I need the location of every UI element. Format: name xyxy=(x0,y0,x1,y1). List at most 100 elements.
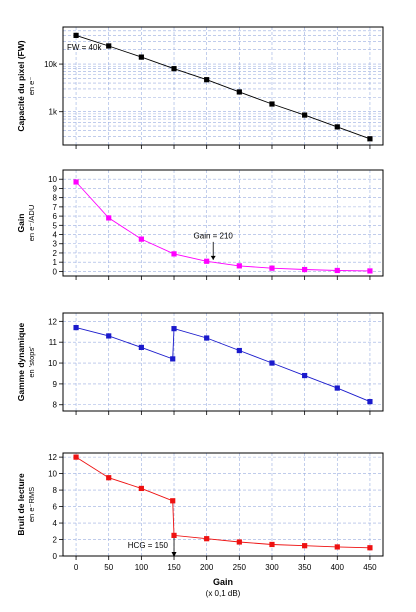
series-line-2 xyxy=(75,181,370,272)
x-tick-label: 250 xyxy=(233,563,247,572)
annotation-arrow-head xyxy=(171,552,177,557)
data-point xyxy=(269,360,275,366)
data-point xyxy=(106,333,112,339)
y-tick-label: 3 xyxy=(53,240,58,249)
data-point xyxy=(334,124,340,130)
x-axis-title: Gain xyxy=(213,577,233,587)
y-tick-label: 12 xyxy=(48,453,57,462)
data-point xyxy=(367,136,373,142)
data-point xyxy=(204,258,210,264)
y-tick-label: 2 xyxy=(53,536,58,545)
y-tick-label: 10 xyxy=(48,359,57,368)
annotation-arrow-head xyxy=(210,255,216,260)
y-tick-label: 8 xyxy=(53,194,58,203)
data-point xyxy=(334,385,340,391)
data-point xyxy=(236,539,242,545)
y-tick-label: 8 xyxy=(53,401,58,410)
x-axis-subtitle: (x 0,1 dB) xyxy=(206,589,241,598)
data-point xyxy=(367,399,373,405)
y-tick-label: 6 xyxy=(53,503,58,512)
data-point xyxy=(302,372,308,379)
data-point xyxy=(171,66,177,72)
y-tick-label: 4 xyxy=(53,519,58,528)
y-tick-label: 12 xyxy=(48,317,57,326)
x-tick-label: 350 xyxy=(298,563,312,572)
y-axis-subtitle: en 'stops' xyxy=(27,346,36,378)
annotation-hcg: HCG = 150 xyxy=(128,541,169,550)
data-point xyxy=(236,263,242,269)
data-point xyxy=(138,236,144,242)
data-point xyxy=(170,356,176,362)
plot-frame-2 xyxy=(62,169,384,277)
data-point xyxy=(73,324,79,331)
data-point xyxy=(204,77,210,83)
data-point xyxy=(269,265,275,271)
x-tick-label: 200 xyxy=(200,563,214,572)
y-tick-label: 0 xyxy=(53,552,58,561)
x-tick-label: 300 xyxy=(265,563,279,572)
data-point xyxy=(236,89,242,95)
y-axis-title: Gamme dynamique xyxy=(16,323,26,402)
data-point xyxy=(106,43,112,49)
y-tick-label: 1 xyxy=(53,258,58,267)
data-point xyxy=(302,543,308,549)
data-point xyxy=(138,344,144,351)
data-point xyxy=(269,101,275,107)
data-point xyxy=(73,454,79,460)
data-point xyxy=(106,475,112,481)
x-tick-label: 0 xyxy=(74,563,79,572)
data-point xyxy=(73,32,79,38)
data-point xyxy=(269,541,275,548)
y-tick-label: 8 xyxy=(53,486,58,495)
y-axis-subtitle: en e⁻RMS xyxy=(27,487,36,522)
data-point xyxy=(334,267,340,274)
y-tick-label: 10 xyxy=(48,470,57,479)
y-axis-subtitle: en e⁻ xyxy=(27,77,36,96)
x-tick-label: 150 xyxy=(167,563,181,572)
data-point xyxy=(138,485,144,492)
data-point xyxy=(236,347,242,354)
data-point xyxy=(171,326,177,332)
data-point xyxy=(302,266,308,273)
data-point xyxy=(204,536,210,542)
annotation-fw: FW = 40k xyxy=(67,43,102,52)
plot-frame-1 xyxy=(62,26,384,146)
x-tick-label: 450 xyxy=(363,563,377,572)
y-tick-label: 11 xyxy=(49,338,58,347)
y-tick-label: 7 xyxy=(53,203,58,212)
series-line-3 xyxy=(75,327,371,403)
data-point xyxy=(171,251,177,257)
x-tick-label: 400 xyxy=(331,563,345,572)
y-tick-label: 1k xyxy=(49,108,58,117)
y-tick-label: 9 xyxy=(53,184,58,193)
data-point xyxy=(171,532,177,538)
plot-frame-3 xyxy=(62,312,384,412)
y-axis-title: Gain xyxy=(16,214,26,233)
y-tick-label: 9 xyxy=(53,380,58,389)
data-point xyxy=(367,545,373,551)
y-tick-label: 10 xyxy=(48,175,57,184)
y-axis-title: Bruit de lecture xyxy=(16,473,26,536)
y-tick-label: 5 xyxy=(53,221,58,230)
y-axis-title: Capacité du pixel (FW) xyxy=(16,40,26,131)
data-point xyxy=(138,54,144,60)
y-axis-subtitle: en e⁻/ADU xyxy=(27,205,36,241)
x-tick-label: 50 xyxy=(104,563,113,572)
data-point xyxy=(367,268,373,274)
y-tick-label: 4 xyxy=(53,231,58,240)
data-point xyxy=(204,335,210,341)
series-line-4 xyxy=(75,456,370,549)
y-tick-label: 2 xyxy=(53,249,58,258)
data-point xyxy=(106,215,112,221)
series-line-1 xyxy=(75,34,371,140)
annotation-gain: Gain = 210 xyxy=(194,232,234,241)
data-point xyxy=(334,544,340,550)
y-tick-label: 6 xyxy=(53,212,58,221)
x-tick-label: 100 xyxy=(135,563,149,572)
data-point xyxy=(73,179,79,185)
data-point xyxy=(170,498,176,504)
y-tick-label: 0 xyxy=(53,267,58,276)
y-tick-label: 10k xyxy=(44,60,58,69)
data-point xyxy=(302,112,308,118)
